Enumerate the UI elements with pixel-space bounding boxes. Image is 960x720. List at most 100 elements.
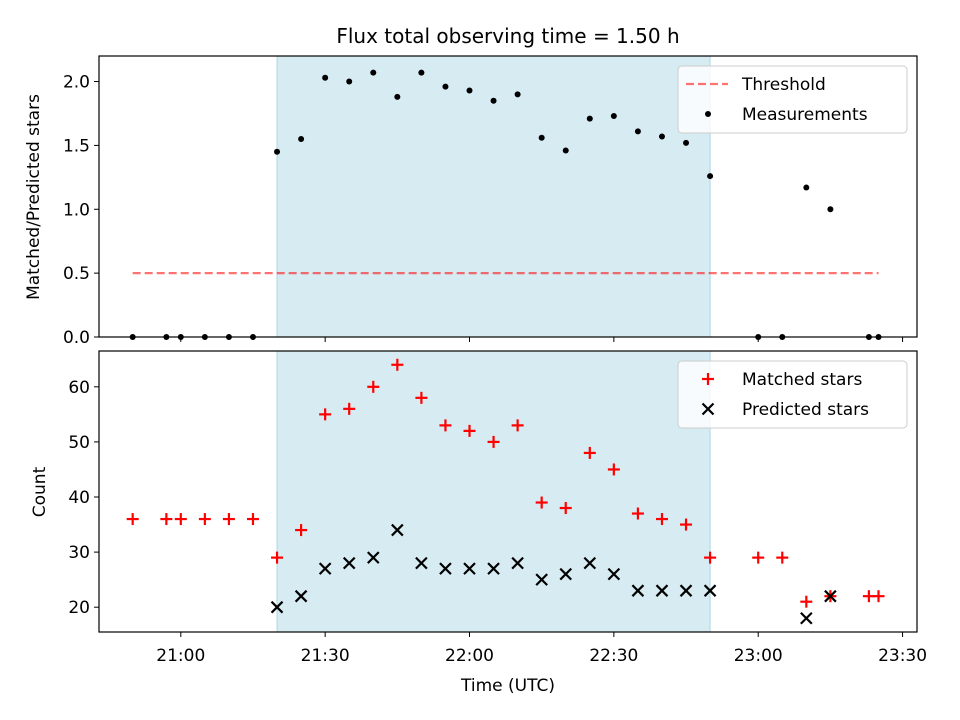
- top-legend: Threshold Measurements: [677, 65, 908, 134]
- matched-star-marker: [776, 551, 789, 564]
- y-tick-label: 0.0: [63, 328, 90, 348]
- matched-star-marker: [487, 435, 500, 448]
- predicted-star-marker: [366, 551, 380, 564]
- bottom-ylabel: Count: [30, 466, 50, 517]
- legend-predicted-swatch: [701, 402, 715, 416]
- matched-star-marker: [559, 502, 572, 515]
- y-tick-label: 0.5: [63, 264, 90, 284]
- y-tick-label: 2.0: [63, 73, 90, 93]
- predicted-star-marker: [415, 556, 428, 570]
- predicted-star-marker: [318, 562, 332, 575]
- predicted-star-marker: [342, 556, 356, 570]
- top-panel: 0.0 0.5 1.0 1.5 2.0 Threshold Measurements: [63, 55, 918, 348]
- y-tick-label: 1.0: [63, 200, 90, 220]
- matched-star-marker: [126, 513, 139, 526]
- matched-star-marker: [271, 551, 284, 564]
- matched-star-marker: [198, 513, 211, 526]
- legend-label: Threshold: [741, 75, 826, 95]
- bottom-legend: Matched stars Predicted stars: [677, 360, 908, 429]
- measurement-point: [827, 206, 834, 213]
- measurement-point: [707, 173, 714, 180]
- predicted-star-marker: [463, 562, 476, 575]
- matched-star-marker: [222, 513, 235, 526]
- matched-star-marker: [704, 551, 717, 564]
- measurement-point: [346, 78, 353, 85]
- matched-star-marker: [680, 518, 693, 531]
- measurement-point: [418, 69, 425, 76]
- matched-star-marker: [319, 408, 332, 421]
- observing-window-span: [276, 350, 711, 633]
- measurement-point: [803, 184, 810, 191]
- matched-star-marker: [655, 513, 668, 526]
- bottom-panel: 20 30 40 50 60 21:00 21:30 22:00 22:30 23:00 23:30…: [68, 350, 927, 666]
- matched-star-marker: [439, 419, 452, 432]
- predicted-star-marker: [583, 556, 597, 570]
- matched-star-marker: [583, 446, 596, 459]
- matched-star-marker: [872, 590, 885, 603]
- matched-star-marker: [343, 402, 356, 415]
- measurement-point: [274, 148, 281, 155]
- x-tick-label: 21:00: [156, 646, 205, 666]
- y-tick-label: 50: [68, 433, 90, 453]
- matched-star-marker: [174, 513, 187, 526]
- predicted-star-marker: [703, 584, 717, 597]
- predicted-star-marker: [294, 589, 308, 603]
- y-tick-label: 30: [68, 543, 90, 563]
- matched-star-marker: [607, 463, 620, 476]
- matched-star-marker: [391, 358, 404, 371]
- measurement-point: [538, 134, 545, 141]
- measurement-point: [634, 128, 641, 135]
- measurement-point: [586, 115, 593, 122]
- x-tick-label: 23:30: [878, 646, 927, 666]
- legend-matched-swatch: [702, 373, 714, 385]
- x-tick-label: 21:30: [301, 646, 350, 666]
- chart-title: Flux total observing time = 1.50 h: [336, 24, 679, 48]
- predicted-star-marker: [679, 584, 693, 597]
- matched-star-marker: [511, 419, 524, 432]
- measurement-point: [514, 91, 521, 98]
- measurement-point: [298, 136, 305, 143]
- matched-star-marker: [295, 524, 308, 537]
- measurement-point: [370, 69, 377, 76]
- predicted-star-marker: [487, 562, 500, 575]
- predicted-star-marker: [824, 589, 837, 603]
- measurement-point: [490, 97, 497, 104]
- predicted-star-marker: [511, 556, 524, 570]
- predicted-star-marker: [391, 523, 404, 537]
- xlabel: Time (UTC): [460, 676, 555, 696]
- legend-label: Matched stars: [742, 370, 862, 390]
- matched-star-marker: [631, 507, 644, 520]
- predicted-star-marker: [559, 567, 573, 581]
- matched-star-marker: [160, 513, 173, 526]
- measurement-point: [322, 74, 329, 81]
- predicted-star-marker: [439, 562, 452, 575]
- predicted-star-marker: [607, 567, 621, 581]
- measurement-point: [442, 83, 449, 90]
- legend-measurements-swatch: [705, 111, 711, 117]
- axes-frame: [98, 350, 918, 633]
- matched-star-marker: [415, 391, 428, 404]
- top-ylabel: Matched/Predicted stars: [24, 94, 44, 300]
- predicted-star-marker: [270, 600, 284, 614]
- y-tick-label: 40: [68, 488, 90, 508]
- predicted-star-marker: [655, 584, 669, 597]
- x-tick-label: 23:00: [734, 646, 783, 666]
- matched-star-marker: [246, 513, 259, 526]
- measurement-point: [394, 93, 401, 100]
- measurement-point: [562, 147, 569, 154]
- matched-star-marker: [752, 551, 765, 564]
- matched-star-marker: [463, 424, 476, 437]
- matched-star-marker: [535, 496, 548, 509]
- matched-star-marker: [800, 595, 813, 608]
- matched-star-marker: [367, 380, 380, 393]
- axes-frame: [98, 55, 918, 338]
- legend-label: Measurements: [742, 105, 868, 125]
- measurement-point: [610, 113, 617, 120]
- x-tick-label: 22:00: [445, 646, 494, 666]
- legend-label: Predicted stars: [742, 400, 869, 420]
- y-tick-label: 20: [68, 598, 90, 618]
- measurement-point: [683, 139, 690, 146]
- y-tick-label: 60: [68, 378, 90, 398]
- predicted-star-marker: [800, 611, 813, 625]
